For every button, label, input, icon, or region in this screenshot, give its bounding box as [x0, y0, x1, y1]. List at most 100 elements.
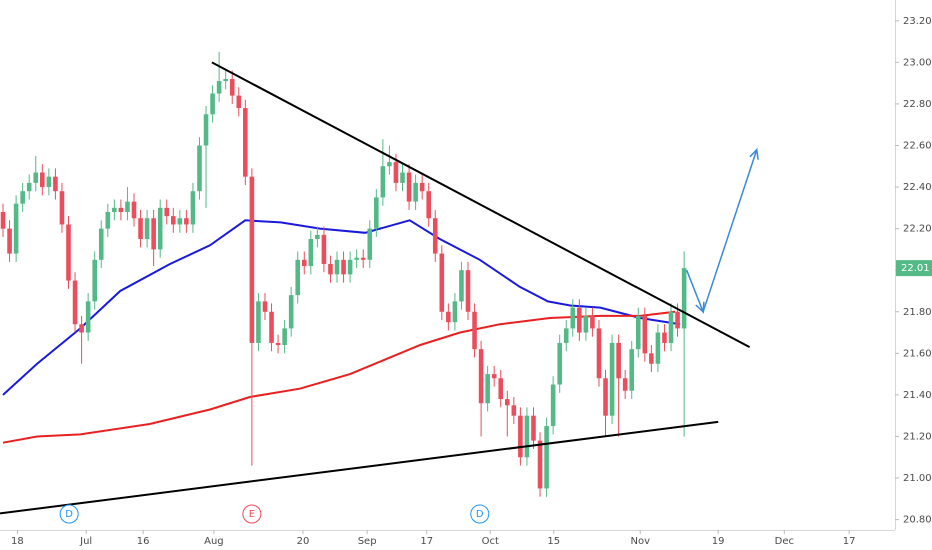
candle-body	[288, 295, 294, 329]
x-tick-label: 18	[11, 536, 24, 547]
candle-body	[334, 259, 340, 275]
y-tick-label: 23.20	[903, 16, 932, 27]
candle-body	[603, 378, 608, 416]
candle-body	[380, 166, 386, 198]
arrow-head	[695, 301, 705, 314]
y-tick-label: 21.00	[903, 473, 932, 484]
candle-body	[243, 108, 248, 177]
candle-body	[170, 216, 176, 225]
candle-body	[0, 212, 6, 229]
y-tick-label: 20.80	[903, 515, 932, 526]
candle-body	[681, 268, 687, 329]
candle-body	[511, 405, 517, 416]
candle-body	[622, 378, 628, 391]
candle-body	[459, 270, 464, 302]
candle-body	[642, 315, 648, 354]
candle-body	[229, 78, 235, 96]
candle-body	[79, 324, 84, 333]
candle-body	[668, 311, 674, 343]
candle-body	[85, 301, 91, 333]
y-tick-label: 21.40	[903, 390, 932, 401]
x-tick-label: Oct	[482, 536, 499, 547]
candle-body	[550, 384, 556, 427]
candle-body	[563, 328, 569, 343]
x-tick-label: 16	[137, 536, 150, 547]
y-tick-label: 23.00	[903, 57, 932, 68]
y-tick-label: 22.40	[903, 182, 932, 193]
candle-body	[413, 182, 418, 202]
candle-body	[262, 301, 268, 312]
x-tick-label: Jul	[79, 536, 92, 547]
candle-body	[590, 315, 595, 329]
candle-body	[223, 78, 228, 82]
candle-body	[203, 114, 209, 146]
candle-body	[524, 415, 530, 458]
candle-body	[347, 259, 353, 275]
candle-body	[328, 263, 333, 275]
candle-body	[616, 342, 621, 379]
candle-body	[59, 191, 65, 225]
candle-body	[570, 307, 576, 329]
candle-body	[635, 315, 641, 350]
x-tick-label: Dec	[775, 536, 794, 547]
candle-body	[151, 218, 156, 250]
candle-body	[197, 145, 202, 192]
y-tick-label: 21.80	[903, 307, 932, 318]
candle-body	[596, 328, 602, 379]
candle-body	[341, 259, 346, 275]
candle-body	[537, 440, 543, 489]
candle-body	[675, 311, 680, 329]
candle-body	[360, 257, 366, 260]
candle-body	[432, 218, 438, 254]
last-price-tag	[896, 260, 932, 277]
candle-body	[662, 332, 667, 343]
x-tick-label: 17	[843, 536, 856, 547]
candle-body	[256, 301, 261, 343]
candle-body	[406, 172, 412, 202]
candle-body	[7, 228, 12, 254]
candle-body	[544, 426, 549, 489]
x-tick-label: Sep	[358, 536, 377, 547]
candle-body	[505, 399, 510, 406]
candle-body	[190, 191, 196, 225]
candle-body	[157, 207, 163, 250]
candle-body	[557, 342, 562, 385]
trendline	[211, 61, 751, 348]
event-marker	[242, 504, 262, 524]
candle-body	[472, 311, 477, 350]
candle-body	[629, 349, 635, 391]
candle-body	[321, 234, 327, 264]
candle-body	[367, 228, 373, 260]
candle-body	[13, 203, 19, 254]
candle-body	[465, 270, 471, 312]
candle-body	[105, 212, 111, 229]
candle-body	[53, 176, 58, 192]
candle-body	[26, 182, 32, 192]
candle-body	[66, 224, 71, 281]
candle-body	[216, 81, 222, 94]
trendline	[0, 420, 719, 515]
x-tick-label: 15	[547, 536, 560, 547]
candle-body	[164, 207, 170, 217]
moving-average	[2, 219, 681, 396]
candle-body	[354, 257, 359, 260]
event-label: D	[476, 509, 484, 520]
moving-average	[2, 310, 676, 444]
x-tick-label: Aug	[204, 536, 224, 547]
candle-body	[72, 280, 78, 325]
candle-body	[531, 415, 536, 441]
candle-body	[485, 374, 490, 404]
candle-body	[40, 172, 45, 188]
x-tick-label: 20	[297, 536, 310, 547]
candle-body	[446, 311, 451, 323]
candle-body	[177, 218, 183, 225]
candle-body	[308, 239, 314, 267]
event-label: D	[65, 509, 73, 520]
candle-body	[46, 176, 52, 188]
candle-body	[295, 259, 301, 296]
candle-body	[131, 201, 137, 219]
candle-body	[649, 353, 654, 364]
x-tick-label: 19	[712, 536, 725, 547]
candle-body	[374, 197, 379, 229]
